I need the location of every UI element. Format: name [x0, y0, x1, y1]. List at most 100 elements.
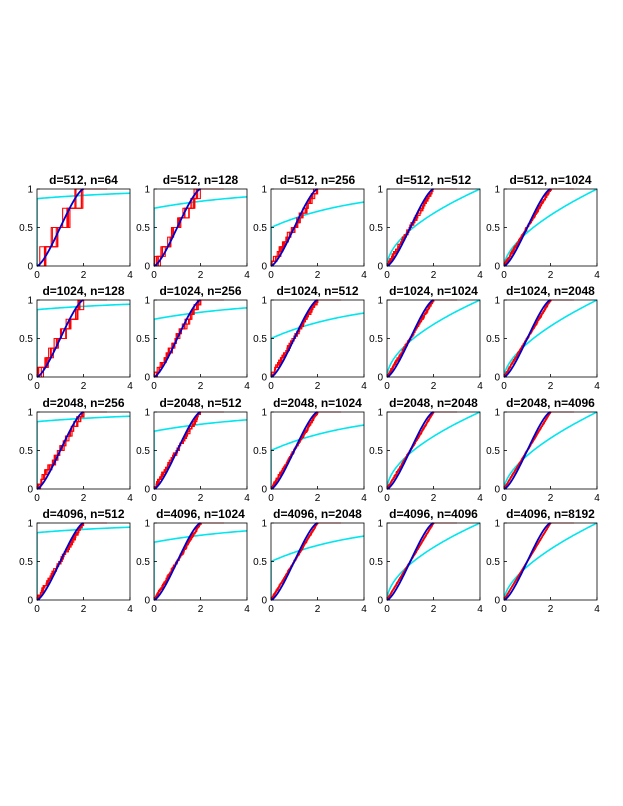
axes-box: [270, 522, 365, 601]
baseline-curve: [271, 424, 364, 489]
panel-title: d=1024, n=1024: [389, 284, 478, 298]
y-tick-label: 0: [494, 596, 500, 607]
panel-title: d=4096, n=2048: [273, 507, 362, 521]
panel: d=1024, n=2048 0 2 4 0 0.5 1: [486, 284, 600, 392]
y-tick-label: 1: [27, 296, 33, 307]
y-tick-label: 0.5: [253, 334, 267, 345]
x-tick-label: 0: [268, 604, 274, 615]
x-tick-label: 2: [431, 493, 437, 504]
panel: d=2048, n=2048 0 2 4 0 0.5 1: [369, 396, 483, 504]
axes-box: [270, 411, 365, 490]
axes-box: [386, 188, 481, 267]
x-tick-label: 2: [548, 381, 554, 392]
y-tick-label: 1: [144, 408, 150, 419]
theoretical-curve: [387, 299, 434, 378]
x-tick-label: 0: [34, 270, 40, 281]
x-tick-label: 4: [127, 381, 133, 392]
x-tick-label: 4: [594, 270, 600, 281]
panel-title: d=2048, n=2048: [389, 396, 478, 410]
x-tick-label: 2: [548, 604, 554, 615]
axes-box: [270, 188, 365, 267]
x-tick-label: 4: [244, 270, 250, 281]
panel: d=4096, n=2048 0 2 4 0 0.5 1: [253, 507, 367, 615]
x-tick-label: 2: [548, 493, 554, 504]
panel: d=1024, n=128 0 2 4 0 0.5 1: [19, 284, 133, 392]
y-tick-label: 1: [494, 296, 500, 307]
x-tick-label: 2: [315, 381, 321, 392]
panel: d=512, n=1024 0 2 4 0 0.5 1: [486, 173, 600, 281]
x-tick-label: 0: [384, 381, 390, 392]
x-tick-label: 2: [198, 604, 204, 615]
plot-area: [271, 188, 364, 267]
x-tick-label: 0: [501, 604, 507, 615]
panel-title: d=2048, n=256: [42, 396, 124, 410]
y-tick-label: 0.5: [369, 446, 383, 457]
axes-box: [503, 188, 598, 267]
y-tick-label: 0: [27, 373, 33, 384]
theoretical-curve: [387, 522, 434, 601]
panel: d=512, n=256 0 2 4 0 0.5 1: [253, 173, 367, 281]
baseline-curve: [37, 415, 130, 489]
theoretical-curve: [154, 299, 201, 378]
axes-box: [386, 299, 481, 378]
x-tick-label: 0: [34, 493, 40, 504]
plot-area: [154, 299, 247, 378]
panel-title: d=1024, n=256: [159, 284, 241, 298]
theoretical-curve: [271, 411, 318, 490]
theoretical-curve: [504, 522, 551, 601]
y-tick-label: 0: [261, 373, 267, 384]
theoretical-curve: [37, 411, 84, 490]
panel-title: d=4096, n=1024: [156, 507, 245, 521]
x-tick-label: 2: [81, 270, 87, 281]
y-tick-label: 0: [494, 262, 500, 273]
y-tick-label: 0.5: [136, 334, 150, 345]
plot-area: [504, 522, 597, 601]
panel-title: d=1024, n=512: [276, 284, 358, 298]
panel-title: d=512, n=512: [396, 173, 472, 187]
y-tick-label: 0: [377, 596, 383, 607]
y-tick-label: 0: [494, 373, 500, 384]
x-tick-label: 2: [431, 270, 437, 281]
panel-title: d=2048, n=4096: [506, 396, 595, 410]
x-tick-label: 4: [361, 381, 367, 392]
panel: d=2048, n=1024 0 2 4 0 0.5 1: [253, 396, 367, 504]
x-tick-label: 0: [384, 493, 390, 504]
y-tick-label: 1: [261, 408, 267, 419]
x-tick-label: 4: [477, 381, 483, 392]
baseline-curve: [154, 530, 247, 600]
x-tick-label: 2: [548, 270, 554, 281]
baseline-curve: [504, 522, 597, 601]
x-tick-label: 2: [198, 381, 204, 392]
y-tick-label: 0.5: [253, 557, 267, 568]
plot-area: [271, 522, 364, 601]
y-tick-label: 0.5: [136, 557, 150, 568]
panel-title: d=4096, n=4096: [389, 507, 478, 521]
y-tick-label: 1: [377, 185, 383, 196]
panel: d=4096, n=512 0 2 4 0 0.5 1: [19, 507, 133, 615]
x-tick-label: 4: [244, 604, 250, 615]
baseline-curve: [387, 188, 480, 267]
y-tick-label: 1: [261, 519, 267, 530]
panel: d=4096, n=1024 0 2 4 0 0.5 1: [136, 507, 250, 615]
plot-area: [504, 188, 597, 267]
y-tick-label: 1: [494, 408, 500, 419]
x-tick-label: 4: [361, 604, 367, 615]
panel: d=1024, n=256 0 2 4 0 0.5 1: [136, 284, 250, 392]
y-tick-label: 0.5: [253, 446, 267, 457]
x-tick-label: 2: [198, 493, 204, 504]
plot-area: [271, 299, 364, 378]
y-tick-label: 0.5: [486, 446, 500, 457]
plot-area: [37, 411, 130, 490]
y-tick-label: 0: [494, 485, 500, 496]
plot-area: [387, 522, 480, 601]
y-tick-label: 1: [377, 408, 383, 419]
theoretical-curve: [37, 299, 84, 378]
baseline-curve: [154, 307, 247, 377]
theoretical-curve: [154, 188, 201, 267]
y-tick-label: 0.5: [19, 334, 33, 345]
x-tick-label: 2: [315, 604, 321, 615]
baseline-curve: [504, 411, 597, 490]
baseline-curve: [387, 299, 480, 378]
panel-title: d=1024, n=128: [42, 284, 124, 298]
